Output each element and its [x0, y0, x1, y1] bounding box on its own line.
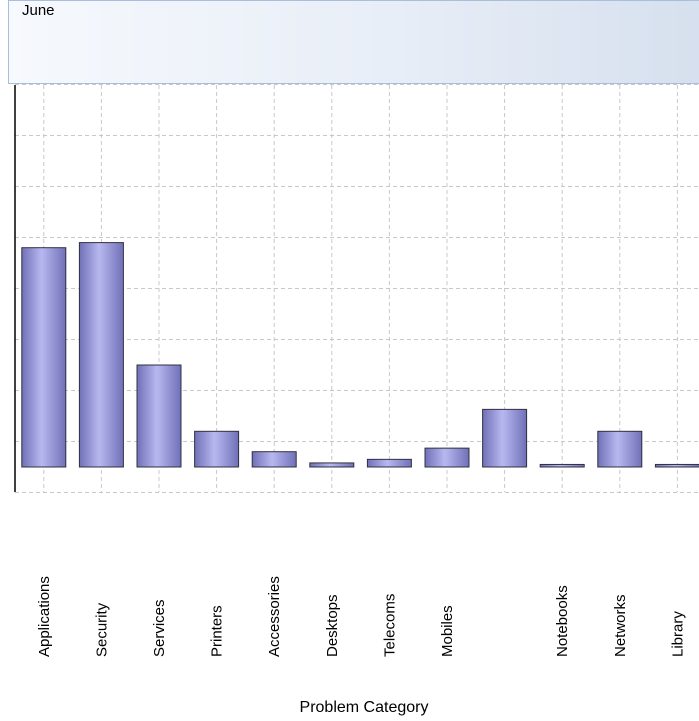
bar-services — [136, 364, 182, 468]
x-tick-label: Security — [93, 602, 110, 657]
x-tick-label: Telecoms — [381, 594, 398, 657]
x-tick-label: Services — [151, 599, 168, 657]
x-tick-label: Accessories — [266, 576, 283, 657]
bar-printers — [194, 430, 240, 468]
x-tick-label: Notebooks — [554, 585, 571, 657]
chart-header: June — [8, 0, 699, 84]
bar-security — [78, 242, 124, 468]
x-tick-label: Printers — [209, 605, 226, 657]
bar-accessories — [251, 451, 297, 468]
bar-unlabeled — [482, 408, 528, 468]
bar-notebooks — [539, 463, 585, 468]
x-tick-label: Mobiles — [439, 605, 456, 657]
bar-library — [654, 463, 699, 468]
bar-applications — [21, 247, 67, 468]
x-tick-label: Library — [669, 611, 686, 657]
x-tick-label: Networks — [612, 594, 629, 657]
x-tick-labels: Applications Security Services Printers Acce… — [36, 576, 687, 657]
x-axis-title: Problem Category — [300, 699, 429, 716]
bar-mobiles — [424, 447, 470, 468]
x-tick-label: Applications — [36, 576, 53, 657]
bar-telecoms — [366, 458, 412, 468]
chart-title: June — [22, 2, 55, 19]
x-tick-label: Desktops — [324, 594, 341, 657]
bar-desktops — [309, 462, 355, 468]
bars — [21, 242, 699, 468]
bar-networks — [597, 430, 643, 468]
